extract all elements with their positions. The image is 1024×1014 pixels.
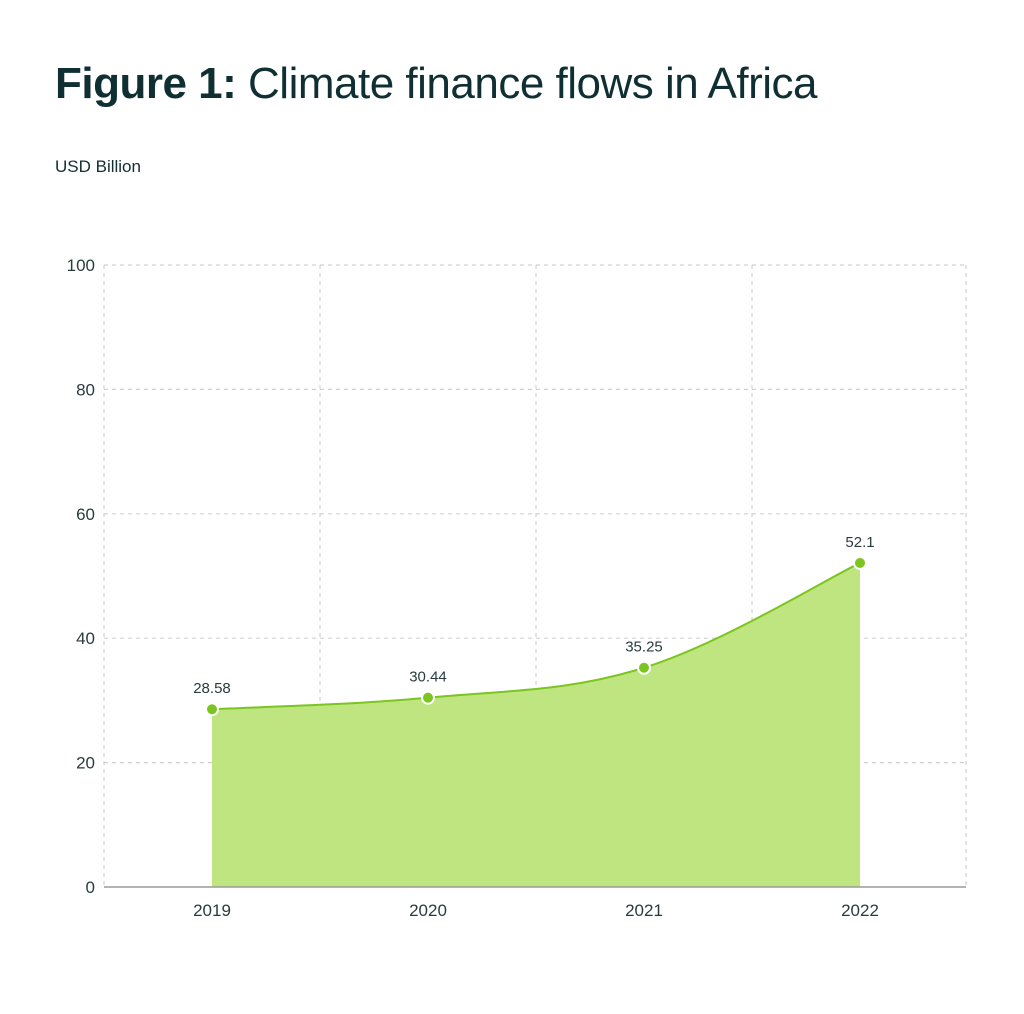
chart-title: Figure 1: Climate finance flows in Afric… (55, 58, 817, 110)
y-tick-label: 0 (86, 878, 95, 897)
figure-number: Figure 1: (55, 59, 237, 108)
figure-caption: Climate finance flows in Africa (248, 59, 817, 108)
x-tick-label: 2020 (409, 901, 447, 920)
x-tick-label: 2022 (841, 901, 879, 920)
label-layer: 28.58 30.44 35.25 52.1 (193, 534, 874, 697)
series-line (211, 562, 861, 711)
y-tick-label: 20 (76, 754, 95, 773)
y-tick-label: 80 (76, 380, 95, 399)
marker-layer (205, 555, 867, 717)
data-point (853, 555, 867, 570)
data-point (421, 690, 435, 705)
data-label: 52.1 (845, 534, 874, 551)
data-label: 30.44 (409, 669, 447, 686)
y-tick-label: 100 (67, 256, 95, 275)
data-point (637, 660, 651, 675)
data-label: 28.58 (193, 680, 231, 697)
y-tick-label: 40 (76, 629, 95, 648)
data-label: 35.25 (625, 639, 663, 656)
area-layer (211, 562, 861, 887)
y-axis-unit-label: USD Billion (55, 157, 141, 176)
y-tick-label: 60 (76, 505, 95, 524)
area-fill (212, 562, 860, 887)
data-point (205, 702, 219, 717)
x-tick-label: 2019 (193, 901, 231, 920)
x-tick-label: 2021 (625, 901, 663, 920)
tick-layer: 0 20 40 60 80 100 2019 2020 2021 2022 (67, 256, 879, 920)
